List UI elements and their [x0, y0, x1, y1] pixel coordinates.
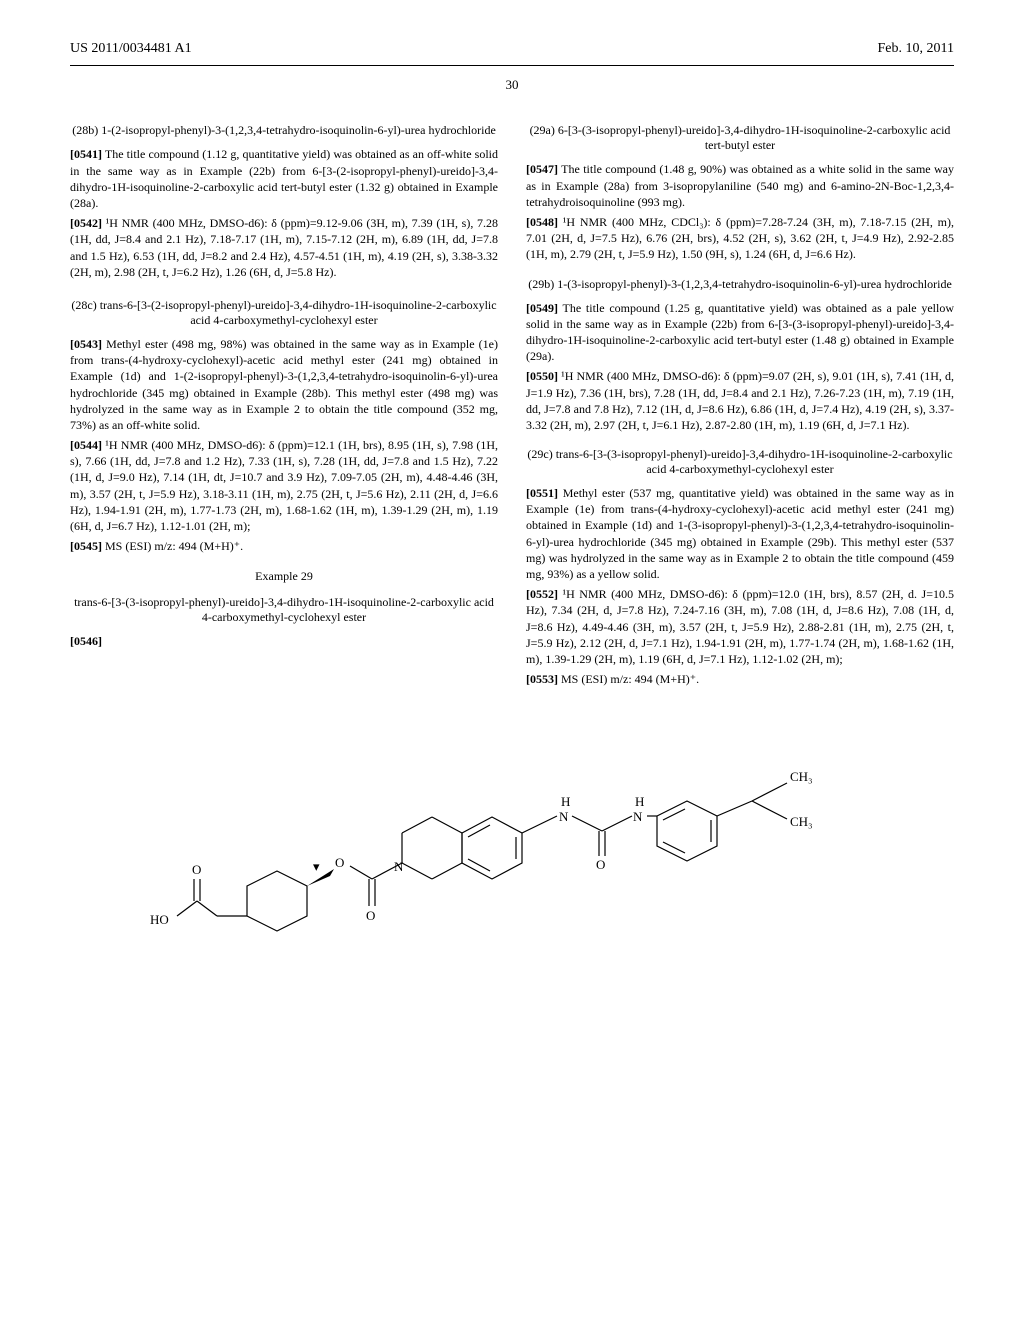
chem-label-ch3-bottom: CH₃ — [790, 814, 813, 829]
para-num-0549: [0549] — [526, 301, 558, 315]
para-num-0553: [0553] — [526, 672, 558, 686]
example-29-label: Example 29 — [70, 568, 498, 584]
para-text-0544: ¹H NMR (400 MHz, DMSO-d6): δ (ppm)=12.1 … — [70, 438, 498, 533]
heading-29c: (29c) trans-6-[3-(3-isopropyl-phenyl)-ur… — [526, 447, 954, 477]
para-0547: [0547] The title compound (1.48 g, 90%) … — [526, 161, 954, 210]
para-0551: [0551] Methyl ester (537 mg, quantitativ… — [526, 485, 954, 582]
chem-label-o3: O — [596, 857, 605, 872]
para-text-0542: ¹H NMR (400 MHz, DMSO-d6): δ (ppm)=9.12-… — [70, 216, 498, 279]
para-num-0546: [0546] — [70, 634, 102, 648]
chemical-structure-figure: HO O O ▾ O N N H N H O CH₃ CH₃ — [70, 721, 954, 961]
publication-date: Feb. 10, 2011 — [878, 40, 954, 59]
para-text-0549: The title compound (1.25 g, quantitative… — [526, 301, 954, 364]
para-0553: [0553] MS (ESI) m/z: 494 (M+H)⁺. — [526, 671, 954, 687]
para-0541: [0541] The title compound (1.12 g, quant… — [70, 146, 498, 211]
heading-28c: (28c) trans-6-[3-(2-isopropyl-phenyl)-ur… — [70, 298, 498, 328]
para-num-0541: [0541] — [70, 147, 102, 161]
para-num-0551: [0551] — [526, 486, 558, 500]
chemical-structure-svg: HO O O ▾ O N N H N H O CH₃ CH₃ — [102, 721, 922, 951]
chem-label-n2: N — [559, 809, 569, 824]
chem-label-h2: H — [635, 794, 644, 809]
para-0545: [0545] MS (ESI) m/z: 494 (M+H)⁺. — [70, 538, 498, 554]
para-0548: [0548] ¹H NMR (400 MHz, CDCl₃): δ (ppm)=… — [526, 214, 954, 263]
para-text-0550: ¹H NMR (400 MHz, DMSO-d6): δ (ppm)=9.07 … — [526, 369, 954, 432]
para-text-0545: MS (ESI) m/z: 494 (M+H)⁺. — [102, 539, 243, 553]
para-0544: [0544] ¹H NMR (400 MHz, DMSO-d6): δ (ppm… — [70, 437, 498, 534]
para-0542: [0542] ¹H NMR (400 MHz, DMSO-d6): δ (ppm… — [70, 215, 498, 280]
para-0552: [0552] ¹H NMR (400 MHz, DMSO-d6): δ (ppm… — [526, 586, 954, 667]
chem-wedge-icon: ▾ — [313, 859, 320, 874]
column-right: (29a) 6-[3-(3-isopropyl-phenyl)-ureido]-… — [526, 113, 954, 691]
heading-28b: (28b) 1-(2-isopropyl-phenyl)-3-(1,2,3,4-… — [70, 123, 498, 138]
para-0549: [0549] The title compound (1.25 g, quant… — [526, 300, 954, 365]
two-column-layout: (28b) 1-(2-isopropyl-phenyl)-3-(1,2,3,4-… — [70, 113, 954, 691]
para-text-0547: The title compound (1.48 g, 90%) was obt… — [526, 162, 954, 208]
column-left: (28b) 1-(2-isopropyl-phenyl)-3-(1,2,3,4-… — [70, 113, 498, 691]
para-0543: [0543] Methyl ester (498 mg, 98%) was ob… — [70, 336, 498, 433]
para-num-0547: [0547] — [526, 162, 558, 176]
chem-label-h1: H — [561, 794, 570, 809]
para-num-0552: [0552] — [526, 587, 558, 601]
heading-29: trans-6-[3-(3-isopropyl-phenyl)-ureido]-… — [70, 595, 498, 625]
header-rule — [70, 65, 954, 66]
para-text-0548: ¹H NMR (400 MHz, CDCl₃): δ (ppm)=7.28-7.… — [526, 215, 954, 261]
para-text-0552: ¹H NMR (400 MHz, DMSO-d6): δ (ppm)=12.0 … — [526, 587, 954, 666]
para-num-0544: [0544] — [70, 438, 102, 452]
chem-label-ho: HO — [150, 912, 169, 927]
chem-label-ch3-top: CH₃ — [790, 769, 813, 784]
para-0550: [0550] ¹H NMR (400 MHz, DMSO-d6): δ (ppm… — [526, 368, 954, 433]
page-root: US 2011/0034481 A1 Feb. 10, 2011 30 (28b… — [0, 0, 1024, 1001]
heading-29a: (29a) 6-[3-(3-isopropyl-phenyl)-ureido]-… — [526, 123, 954, 153]
chem-label-o-ring: O — [335, 855, 344, 870]
para-num-0548: [0548] — [526, 215, 558, 229]
para-text-0541: The title compound (1.12 g, quantitative… — [70, 147, 498, 210]
page-header: US 2011/0034481 A1 Feb. 10, 2011 — [70, 40, 954, 59]
heading-29b: (29b) 1-(3-isopropyl-phenyl)-3-(1,2,3,4-… — [526, 277, 954, 292]
para-text-0551: Methyl ester (537 mg, quantitative yield… — [526, 486, 954, 581]
chem-label-o2: O — [366, 908, 375, 923]
chem-label-n3: N — [633, 809, 643, 824]
chem-label-o1: O — [192, 862, 201, 877]
page-number: 30 — [70, 76, 954, 94]
para-0546: [0546] — [70, 633, 498, 649]
para-num-0545: [0545] — [70, 539, 102, 553]
para-num-0542: [0542] — [70, 216, 102, 230]
para-num-0550: [0550] — [526, 369, 558, 383]
para-text-0553: MS (ESI) m/z: 494 (M+H)⁺. — [558, 672, 699, 686]
publication-number: US 2011/0034481 A1 — [70, 40, 192, 59]
chem-label-n1: N — [394, 859, 404, 874]
para-text-0543: Methyl ester (498 mg, 98%) was obtained … — [70, 337, 498, 432]
para-num-0543: [0543] — [70, 337, 102, 351]
